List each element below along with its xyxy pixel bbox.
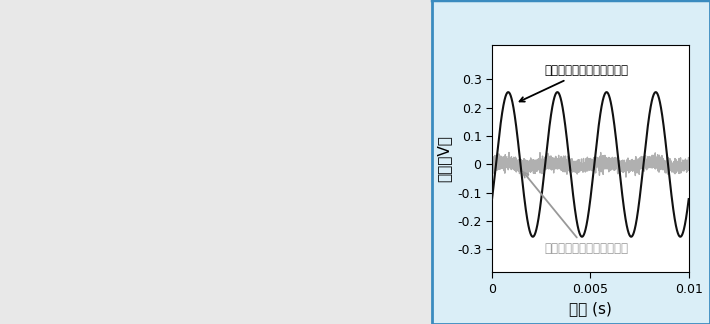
Text: エレクトレット外付けなし: エレクトレット外付けなし [523, 172, 628, 255]
Y-axis label: 電圧（V）: 電圧（V） [437, 135, 452, 182]
Text: エレクトレット外付けあり: エレクトレット外付けあり [520, 64, 628, 102]
X-axis label: 時間 (s): 時間 (s) [569, 301, 612, 316]
